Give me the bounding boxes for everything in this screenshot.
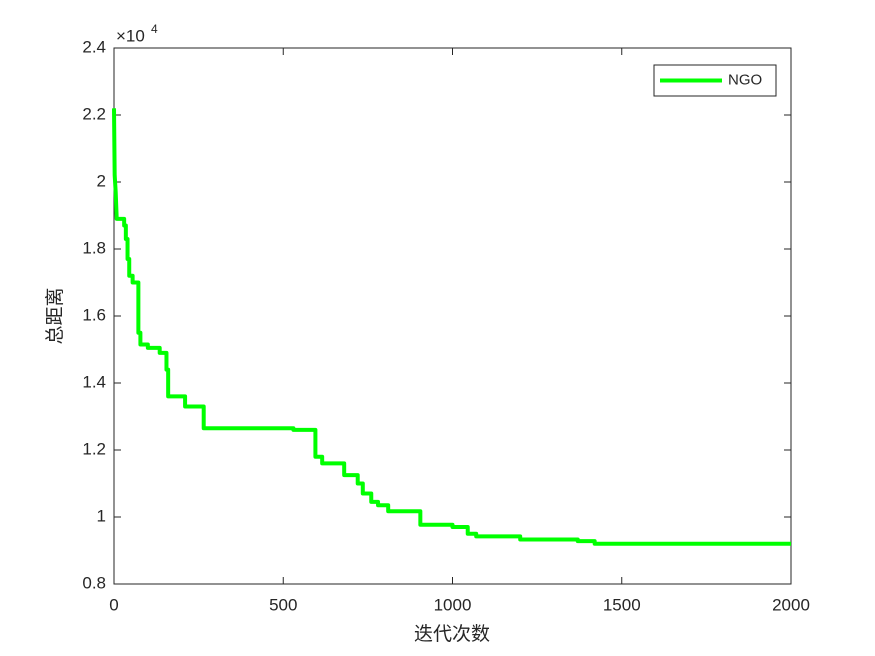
x-tick-label: 0 [109, 595, 118, 614]
y-multiplier: ×10 [116, 26, 145, 45]
y-multiplier-exponent: 4 [151, 22, 158, 36]
y-tick-label: 0.8 [82, 573, 106, 592]
x-tick-label: 1000 [434, 595, 472, 614]
y-tick-label: 2.4 [82, 37, 106, 56]
legend-label: NGO [728, 71, 762, 88]
x-axis-title: 迭代次数 [414, 623, 490, 645]
y-tick-label: 1.2 [82, 439, 106, 458]
x-tick-label: 1500 [603, 595, 641, 614]
x-tick-label: 500 [269, 595, 297, 614]
y-tick-label: 1.6 [82, 305, 106, 324]
y-tick-label: 1.8 [82, 238, 106, 257]
line-series [112, 108, 791, 546]
y-tick-label: 1 [97, 506, 106, 525]
plot-frame [113, 47, 792, 585]
y-tick-label: 2 [97, 171, 106, 190]
y-tick-label: 1.4 [82, 372, 106, 391]
x-tick-label: 2000 [772, 595, 810, 614]
y-tick-label: 2.2 [82, 104, 106, 123]
y-axis-title: 总距离 [44, 287, 66, 344]
